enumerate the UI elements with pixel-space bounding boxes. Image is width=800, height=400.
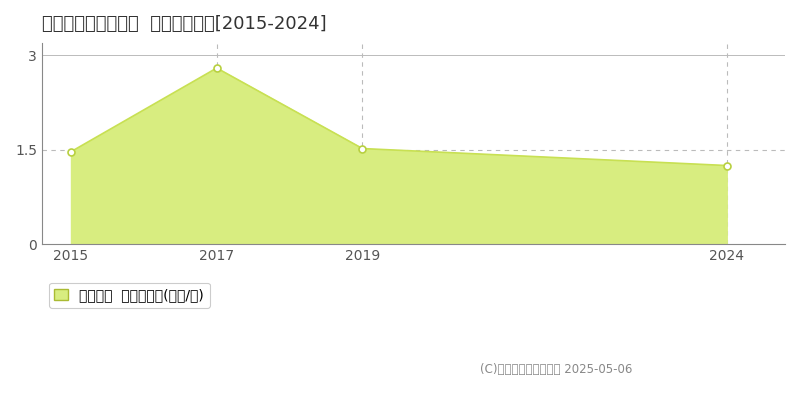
Point	[720, 162, 733, 169]
Legend: 土地価格  平均坪単価(万円/坪): 土地価格 平均坪単価(万円/坪)	[49, 282, 210, 308]
Point	[210, 65, 223, 71]
Point	[65, 148, 78, 155]
Point	[356, 145, 369, 152]
Text: (C)土地価格ドットコム 2025-05-06: (C)土地価格ドットコム 2025-05-06	[480, 363, 632, 376]
Text: 吉野郡東吉野村鷲家  土地価格推移[2015-2024]: 吉野郡東吉野村鷲家 土地価格推移[2015-2024]	[42, 15, 326, 33]
